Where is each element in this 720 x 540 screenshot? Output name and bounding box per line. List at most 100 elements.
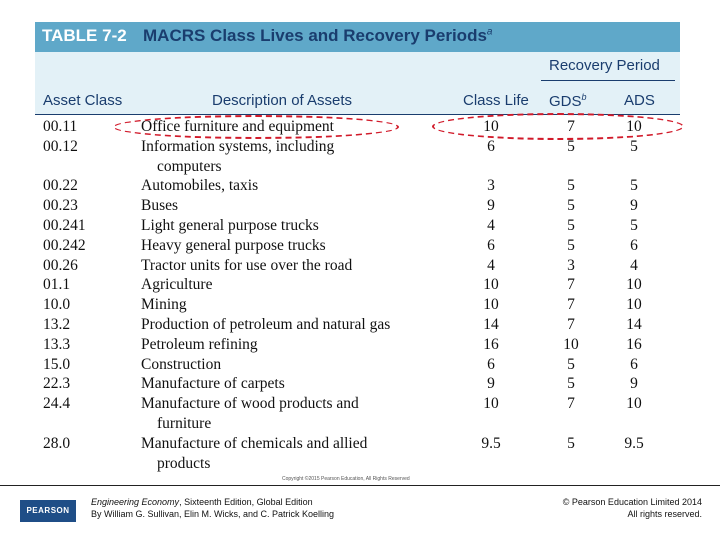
asset-class-cell: 22.3 <box>43 375 71 393</box>
gds-cell: 7 <box>567 395 575 413</box>
class-life-cell: 4 <box>487 256 495 274</box>
ads-cell: 6 <box>630 355 638 373</box>
description-cell: Information systems, including computers <box>141 137 441 177</box>
asset-class-cell: 00.12 <box>43 137 78 155</box>
asset-class-cell: 28.0 <box>43 434 71 452</box>
class-life-cell: 3 <box>487 177 495 195</box>
description-text: Heavy general purpose trucks <box>141 236 326 254</box>
header-gds: GDSb <box>549 92 587 110</box>
description-text: Construction <box>141 355 222 373</box>
header-rule <box>35 114 680 115</box>
description-text: Tractor units for use over the road <box>141 256 353 274</box>
table-number: TABLE 7-2 <box>42 26 127 45</box>
class-life-cell: 10 <box>483 276 499 294</box>
gds-cell: 5 <box>567 236 575 254</box>
description-cell: Construction <box>141 355 441 375</box>
description-cell: Petroleum refining <box>141 335 441 355</box>
description-continuation: computers <box>157 157 222 175</box>
class-life-cell: 9 <box>487 197 495 215</box>
gds-cell: 5 <box>567 217 575 234</box>
class-life-cell: 14 <box>483 316 499 333</box>
class-life-cell: 10 <box>483 395 499 413</box>
gds-cell: 7 <box>567 276 575 294</box>
gds-footnote-mark: b <box>581 92 587 102</box>
description-continuation: products <box>157 454 211 472</box>
header-asset-class: Asset Class <box>43 92 123 109</box>
gds-cell: 3 <box>567 256 575 274</box>
asset-class-cell: 10.0 <box>43 296 71 314</box>
description-cell: Buses <box>141 196 441 216</box>
footer-citation: Engineering Economy, Sixteenth Edition, … <box>91 496 334 520</box>
header-ads: ADS <box>624 92 655 109</box>
highlight-oval-values <box>432 113 684 140</box>
description-cell: Light general purpose trucks <box>141 216 441 236</box>
asset-class-cell: 00.23 <box>43 197 78 215</box>
asset-class-cell: 00.242 <box>43 236 86 254</box>
description-text: Buses <box>141 197 179 215</box>
description-text: Manufacture of carpets <box>141 375 285 393</box>
recovery-period-header: Recovery Period <box>549 57 660 74</box>
gds-cell: 5 <box>567 375 575 393</box>
ads-cell: 9 <box>630 375 638 393</box>
ads-cell: 16 <box>626 335 642 353</box>
description-text: Manufacture of chemicals and allied <box>141 434 368 452</box>
description-cell: Manufacture of wood products and furnitur… <box>141 394 441 434</box>
ads-cell: 6 <box>630 236 638 254</box>
description-text: Mining <box>141 296 187 314</box>
highlight-oval-description <box>113 115 399 139</box>
book-title: Engineering Economy <box>91 497 180 507</box>
copyright-notice: Copyright ©2015 Pearson Education, All R… <box>282 476 410 482</box>
description-cell: Mining <box>141 295 441 315</box>
description-text: Petroleum refining <box>141 335 258 353</box>
description-cell: Tractor units for use over the road <box>141 256 441 276</box>
ads-cell: 10 <box>626 395 642 413</box>
ads-cell: 14 <box>626 316 642 333</box>
recovery-period-rule <box>541 80 675 81</box>
ads-cell: 10 <box>626 276 642 294</box>
asset-class-cell: 15.0 <box>43 355 71 373</box>
description-cell: Agriculture <box>141 275 441 295</box>
description-text: Production of petroleum and natural gas <box>141 316 391 333</box>
class-life-cell: 4 <box>487 217 495 234</box>
class-life-cell: 16 <box>483 335 499 353</box>
description-cell: Heavy general purpose trucks <box>141 236 441 256</box>
description-continuation: furniture <box>157 415 212 433</box>
ads-cell: 10 <box>626 296 642 314</box>
description-text: Information systems, including <box>141 137 335 155</box>
asset-class-cell: 00.11 <box>43 118 78 135</box>
book-edition: , Sixteenth Edition, Global Edition <box>179 497 313 507</box>
title-footnote-mark: a <box>486 26 493 38</box>
class-life-cell: 6 <box>487 137 495 155</box>
asset-class-cell: 13.2 <box>43 316 71 333</box>
class-life-cell: 6 <box>487 355 495 373</box>
book-authors: By William G. Sullivan, Elin M. Wicks, a… <box>91 509 335 519</box>
footer-divider <box>0 485 720 486</box>
asset-class-cell: 00.241 <box>43 217 86 234</box>
ads-cell: 5 <box>630 137 638 155</box>
pearson-logo: PEARSON <box>20 500 76 522</box>
asset-class-cell: 00.22 <box>43 177 78 195</box>
ads-cell: 5 <box>630 217 638 234</box>
gds-cell: 5 <box>567 197 575 215</box>
asset-class-cell: 24.4 <box>43 395 71 413</box>
ads-cell: 9.5 <box>624 434 644 452</box>
header-description: Description of Assets <box>212 92 353 109</box>
class-life-cell: 9.5 <box>481 434 501 452</box>
class-life-cell: 9 <box>487 375 495 393</box>
footer-copyright: © Pearson Education Limited 2014 All rig… <box>563 496 702 520</box>
description-cell: Automobiles, taxis <box>141 176 441 196</box>
asset-class-cell: 01.1 <box>43 276 71 294</box>
publisher-copyright: © Pearson Education Limited 2014 <box>562 497 702 507</box>
description-text: Agriculture <box>141 276 213 294</box>
gds-cell: 7 <box>567 316 575 333</box>
description-text: Light general purpose trucks <box>141 217 319 234</box>
ads-cell: 4 <box>630 256 638 274</box>
description-cell: Production of petroleum and natural gas <box>141 315 441 335</box>
ads-cell: 9 <box>630 197 638 215</box>
gds-cell: 5 <box>567 434 575 452</box>
description-text: Automobiles, taxis <box>141 177 259 195</box>
description-text: Manufacture of wood products and <box>141 395 359 413</box>
class-life-cell: 6 <box>487 236 495 254</box>
gds-cell: 7 <box>567 296 575 314</box>
description-cell: Manufacture of carpets <box>141 374 441 394</box>
